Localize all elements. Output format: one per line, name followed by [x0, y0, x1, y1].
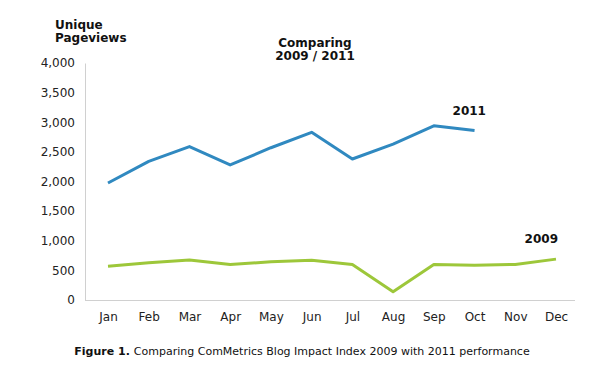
x-tick: Mar [179, 300, 202, 324]
y-tick: 2,000 [41, 175, 85, 189]
y-axis-title-line: Pageviews [55, 31, 127, 45]
caption: Figure 1. Comparing ComMetrics Blog Impac… [74, 345, 530, 358]
y-tick-label: 3,500 [41, 86, 75, 100]
x-tick: Apr [220, 300, 241, 324]
x-tick-label: Dec [545, 310, 568, 324]
caption-text: Comparing ComMetrics Blog Impact Index 2… [134, 345, 530, 358]
y-tick-label: 1,000 [41, 234, 75, 248]
x-tick: Oct [465, 300, 486, 324]
x-tick-label: Apr [220, 310, 241, 324]
x-tick: Jun [302, 300, 322, 324]
y-tick: 3,000 [41, 116, 85, 130]
x-axis-line [85, 300, 575, 301]
y-tick: 1,000 [41, 234, 85, 248]
y-tick: 4,000 [41, 56, 85, 70]
y-axis-title-line: Unique [55, 18, 103, 32]
x-tick-label: Oct [465, 310, 486, 324]
x-tick: Sep [423, 300, 446, 324]
series-label: 2009 [525, 232, 558, 246]
y-tick-label: 500 [52, 264, 75, 278]
x-tick: May [259, 300, 284, 324]
title-line: 2009 / 2011 [275, 49, 355, 63]
x-tick-label: Jan [98, 310, 118, 324]
y-tick: 3,500 [41, 86, 85, 100]
x-tick-label: Aug [382, 310, 405, 324]
x-axis: Jan Feb Mar Apr May Jun Jul Aug Sep Oct Nov Dec [85, 300, 575, 324]
y-tick-label: 1,500 [41, 204, 75, 218]
y-tick-label: 4,000 [41, 56, 75, 70]
x-tick-label: Jul [345, 310, 360, 324]
x-tick: Nov [504, 300, 527, 324]
y-tick: 1,500 [41, 204, 85, 218]
y-tick-label: 0 [67, 293, 75, 307]
x-tick: Jul [345, 300, 360, 324]
x-tick-label: Jun [302, 310, 322, 324]
plot-area [108, 126, 556, 292]
x-tick: Jan [98, 300, 118, 324]
series-labels: 2011 2009 [453, 104, 558, 247]
series-label: 2011 [453, 104, 486, 118]
y-tick: 2,500 [41, 145, 85, 159]
x-tick-label: May [259, 310, 284, 324]
series-line [108, 259, 556, 292]
x-tick: Dec [545, 300, 568, 324]
y-axis-line [85, 64, 86, 301]
series-line [108, 126, 475, 183]
y-tick-label: 2,500 [41, 145, 75, 159]
chart: 0 500 1,000 1,500 2,000 2,500 3,000 3,500 4,000 J… [0, 0, 603, 372]
x-tick-label: Feb [139, 310, 160, 324]
y-tick: 500 [52, 264, 85, 278]
y-tick: 0 [67, 293, 85, 307]
x-tick-label: Mar [179, 310, 202, 324]
title: Comparing2009 / 2011 [275, 36, 355, 63]
x-tick-label: Nov [504, 310, 527, 324]
y-tick-label: 2,000 [41, 175, 75, 189]
caption-label: Figure 1. [74, 345, 130, 358]
x-tick: Feb [139, 300, 160, 324]
y-tick-label: 3,000 [41, 116, 75, 130]
y-axis: 0 500 1,000 1,500 2,000 2,500 3,000 3,500 4,000 [41, 56, 86, 307]
x-tick: Aug [382, 300, 405, 324]
title-line: Comparing [278, 36, 351, 50]
y-axis-title: UniquePageviews [55, 18, 127, 45]
x-tick-label: Sep [423, 310, 446, 324]
